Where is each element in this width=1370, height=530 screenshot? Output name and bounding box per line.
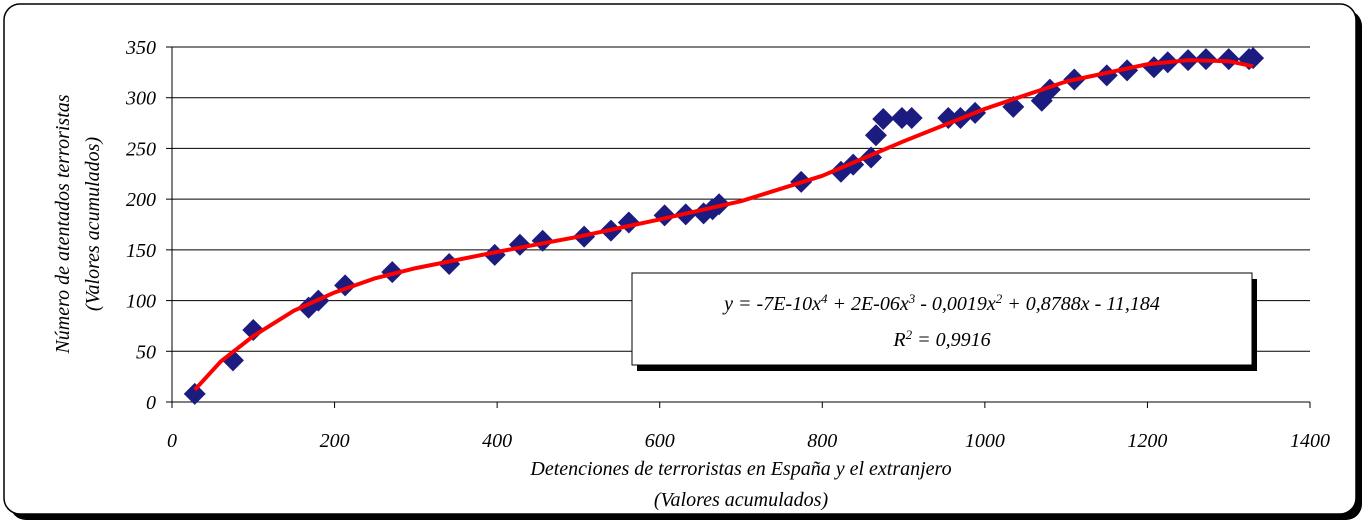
point xyxy=(872,108,895,131)
point xyxy=(900,107,923,129)
x-tick-label: 600 xyxy=(645,430,675,452)
equation-part: - 0,0019x xyxy=(915,293,996,315)
point xyxy=(508,233,531,256)
x-tick-label: 400 xyxy=(482,430,512,452)
y-axis-label: Número de atentados terroristas xyxy=(52,94,74,354)
y-tick-label: 150 xyxy=(126,240,156,262)
point xyxy=(864,124,887,147)
trendline xyxy=(193,58,1254,392)
equation-part: + 2E-06x xyxy=(827,293,908,315)
y-tick-label: 300 xyxy=(125,88,156,110)
equation-box xyxy=(631,272,1253,366)
equation-part: 4 xyxy=(821,291,828,306)
equation-part: 3 xyxy=(908,291,916,306)
y-tick-label: 200 xyxy=(126,189,156,211)
x-tick-label: 0 xyxy=(167,430,177,452)
r-squared: R2 = 0,9916 xyxy=(892,327,990,352)
x-tick-label: 800 xyxy=(807,430,837,452)
y-tick-label: 350 xyxy=(125,37,156,59)
x-tick-label: 200 xyxy=(320,430,350,452)
x-axis-label: Detenciones de terroristas en España y e… xyxy=(529,458,951,480)
point xyxy=(242,318,265,341)
x-tick-label: 1200 xyxy=(1127,430,1167,452)
y-tick-label: 50 xyxy=(136,341,156,363)
r_squared-part: 2 xyxy=(906,327,913,342)
equation-part: 2 xyxy=(996,291,1003,306)
point xyxy=(1217,48,1240,71)
r_squared-part: = 0,9916 xyxy=(912,329,991,351)
point xyxy=(183,382,206,405)
equation-part: y = -7E-10x xyxy=(722,293,821,315)
point xyxy=(937,107,960,129)
equation: y = -7E-10x4 + 2E-06x3 - 0,0019x2 + 0,87… xyxy=(722,291,1160,316)
frame xyxy=(3,3,1357,515)
x-axis-label: (Valores acumulados) xyxy=(654,489,829,511)
x-tick-label: 1400 xyxy=(1290,430,1330,452)
equation-part: + 0,8788x - 11,184 xyxy=(1002,293,1160,315)
y-tick-label: 0 xyxy=(146,392,156,414)
y-tick-label: 250 xyxy=(126,138,156,160)
r_squared-part: R xyxy=(892,329,905,351)
point xyxy=(438,253,461,276)
y-axis-label: (Valores acumulados) xyxy=(82,137,104,312)
x-tick-label: 1000 xyxy=(965,430,1005,452)
y-tick-label: 100 xyxy=(126,291,156,313)
